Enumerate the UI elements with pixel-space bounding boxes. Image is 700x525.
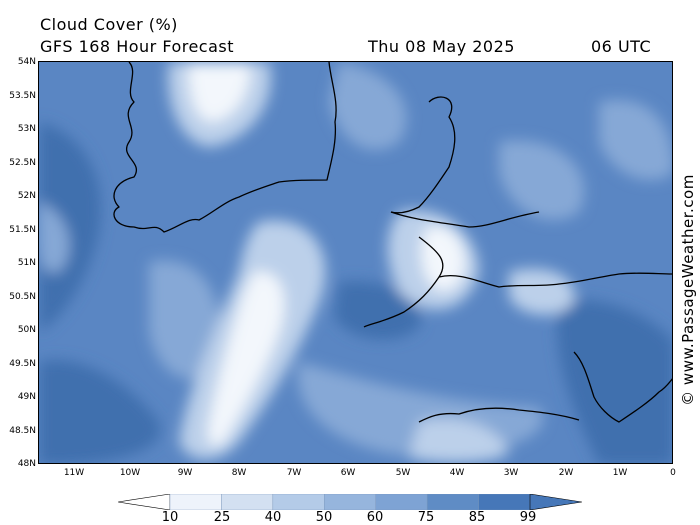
mid-cloud-far-west	[39, 202, 70, 273]
colorbar-label-85: 85	[468, 510, 486, 525]
lat-label-53-5n: 53.5N	[9, 91, 36, 101]
colorbar-right-arrow	[529, 494, 582, 510]
lat-label-52n: 52N	[17, 191, 36, 201]
lat-label-48-5n: 48.5N	[9, 426, 36, 436]
colorbar	[118, 494, 582, 510]
mid-cloud-far-east	[599, 100, 672, 181]
colorbar-label-50: 50	[315, 510, 333, 525]
forecast-subtitle: GFS 168 Hour Forecast	[40, 37, 235, 56]
lon-label-5w: 5W	[395, 468, 411, 478]
lon-label-3w: 3W	[503, 468, 519, 478]
colorbar-label-99: 99	[519, 510, 537, 525]
colorbar-cell	[375, 494, 428, 510]
mid-cloud-north	[329, 62, 407, 150]
lat-label-52-5n: 52.5N	[9, 158, 36, 168]
lon-label-8w: 8W	[231, 468, 247, 478]
dense-cloud-channel	[334, 281, 421, 340]
clear-sky-irish-sea	[188, 62, 250, 122]
lat-label-53n: 53N	[17, 124, 36, 134]
coastlines	[113, 62, 672, 423]
light-cloud-channel-east	[509, 268, 575, 315]
lon-label-10w: 10W	[119, 468, 141, 478]
wales-coastline	[390, 96, 456, 214]
lon-label-0: 0	[670, 468, 676, 478]
colorbar-left-arrow	[118, 494, 171, 510]
lat-label-49n: 49N	[17, 392, 36, 402]
colorbar-label-60: 60	[366, 510, 384, 525]
colorbar-cells	[169, 494, 531, 510]
dense-cloud-west	[39, 122, 101, 332]
lat-label-54n: 54N	[17, 57, 36, 67]
light-cloud-brittany	[409, 418, 509, 463]
colorbar-cell	[426, 494, 479, 510]
colorbar-cell	[272, 494, 325, 510]
lon-label-2w: 2W	[558, 468, 574, 478]
brittany-coastline	[418, 351, 672, 423]
credit-text: © www.PassageWeather.com	[679, 174, 697, 406]
colorbar-label-75: 75	[417, 510, 435, 525]
colorbar-cell	[478, 494, 531, 510]
lon-label-7w: 7W	[286, 468, 302, 478]
dense-cloud-southeast	[557, 300, 672, 463]
lat-label-48n: 48N	[17, 459, 36, 469]
chart-title: Cloud Cover (%)	[40, 15, 178, 34]
forecast-time: 06 UTC	[591, 37, 652, 56]
colorbar-label-25: 25	[213, 510, 231, 525]
colorbar-cell	[324, 494, 376, 510]
colorbar-cell	[221, 494, 274, 510]
mid-cloud-east	[499, 140, 585, 220]
dense-cloud-southwest	[39, 360, 161, 463]
clear-sky-bristol	[421, 226, 465, 291]
mid-cloud-southwest	[149, 260, 221, 379]
lon-label-9w: 9W	[177, 468, 193, 478]
map-canvas	[39, 62, 672, 463]
england-south-coastline	[363, 211, 672, 328]
lon-label-1w: 1W	[612, 468, 628, 478]
colorbar-label-40: 40	[264, 510, 282, 525]
lat-label-50n: 50N	[17, 325, 36, 335]
lon-label-6w: 6W	[340, 468, 356, 478]
colorbar-cell	[169, 494, 222, 510]
lon-label-4w: 4W	[449, 468, 465, 478]
lat-label-49-5n: 49.5N	[9, 359, 36, 369]
clear-sky-plume	[207, 271, 285, 446]
colorbar-label-10: 10	[161, 510, 179, 525]
lat-label-51-5n: 51.5N	[9, 225, 36, 235]
lon-label-11w: 11W	[63, 468, 85, 478]
ireland-coastline	[113, 62, 337, 233]
lat-label-51n: 51N	[17, 258, 36, 268]
cloud-cover-map	[38, 61, 673, 464]
forecast-date: Thu 08 May 2025	[368, 37, 515, 56]
lat-label-50-5n: 50.5N	[9, 292, 36, 302]
